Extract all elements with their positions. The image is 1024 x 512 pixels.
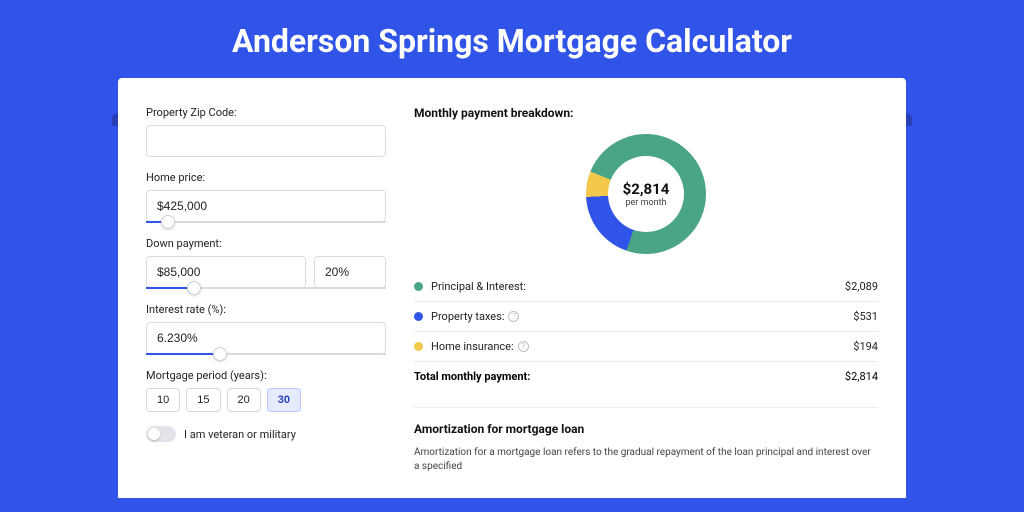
interest-rate-slider-thumb[interactable]: [213, 347, 227, 361]
legend-label: Home insurance: ?: [431, 340, 853, 353]
home-price-slider[interactable]: [146, 221, 386, 223]
zip-field: Property Zip Code:: [146, 106, 386, 157]
period-btn-10[interactable]: 10: [146, 388, 180, 412]
period-field: Mortgage period (years): 1015 2030: [146, 369, 386, 412]
legend-label: Property taxes: ?: [431, 310, 853, 323]
legend-dot: [414, 312, 423, 321]
donut-center: $2,814 per month: [608, 156, 684, 232]
period-btn-20[interactable]: 20: [227, 388, 261, 412]
legend-dot: [414, 282, 423, 291]
info-icon[interactable]: ?: [518, 341, 529, 352]
veteran-row: I am veteran or military: [146, 426, 386, 442]
legend-label: Principal & Interest:: [431, 280, 845, 293]
veteran-label: I am veteran or military: [184, 428, 296, 441]
legend-row-0: Principal & Interest:$2,089: [414, 272, 878, 302]
down-payment-label: Down payment:: [146, 237, 386, 250]
calculator-card: Property Zip Code: Home price: Down paym…: [118, 78, 906, 498]
home-price-slider-thumb[interactable]: [161, 215, 175, 229]
interest-rate-slider[interactable]: [146, 353, 386, 355]
donut-sub: per month: [625, 198, 666, 208]
interest-rate-input[interactable]: [146, 322, 386, 354]
donut-wrap: $2,814 per month: [414, 134, 878, 254]
info-icon[interactable]: ?: [508, 311, 519, 322]
zip-input[interactable]: [146, 125, 386, 157]
interest-rate-label: Interest rate (%):: [146, 303, 386, 316]
legend-value: $194: [853, 340, 878, 353]
home-price-label: Home price:: [146, 171, 386, 184]
down-payment-slider-thumb[interactable]: [187, 281, 201, 295]
amortization-title: Amortization for mortgage loan: [414, 422, 878, 436]
payment-donut-chart: $2,814 per month: [586, 134, 706, 254]
total-row: Total monthly payment: $2,814: [414, 361, 878, 391]
legend-row-2: Home insurance: ?$194: [414, 332, 878, 361]
breakdown-column: Monthly payment breakdown: $2,814 per mo…: [414, 106, 878, 498]
home-price-field: Home price:: [146, 171, 386, 223]
down-payment-pct-input[interactable]: [314, 256, 386, 288]
period-label: Mortgage period (years):: [146, 369, 386, 382]
period-btn-15[interactable]: 15: [186, 388, 220, 412]
down-payment-slider[interactable]: [146, 287, 386, 289]
down-payment-input[interactable]: [146, 256, 306, 288]
total-label: Total monthly payment:: [414, 370, 845, 383]
period-btn-30[interactable]: 30: [267, 388, 301, 412]
legend-row-1: Property taxes: ?$531: [414, 302, 878, 332]
donut-amount: $2,814: [623, 180, 670, 198]
legend-value: $531: [853, 310, 878, 323]
legend-dot: [414, 342, 423, 351]
breakdown-title: Monthly payment breakdown:: [414, 106, 878, 120]
interest-rate-field: Interest rate (%):: [146, 303, 386, 355]
legend-value: $2,089: [845, 280, 878, 293]
zip-label: Property Zip Code:: [146, 106, 386, 119]
amortization-text: Amortization for a mortgage loan refers …: [414, 446, 878, 474]
page-title: Anderson Springs Mortgage Calculator: [0, 0, 1024, 78]
total-value: $2,814: [845, 370, 878, 383]
amortization-block: Amortization for mortgage loan Amortizat…: [414, 407, 878, 474]
down-payment-field: Down payment:: [146, 237, 386, 289]
veteran-toggle[interactable]: [146, 426, 176, 442]
inputs-column: Property Zip Code: Home price: Down paym…: [146, 106, 386, 498]
home-price-input[interactable]: [146, 190, 386, 222]
